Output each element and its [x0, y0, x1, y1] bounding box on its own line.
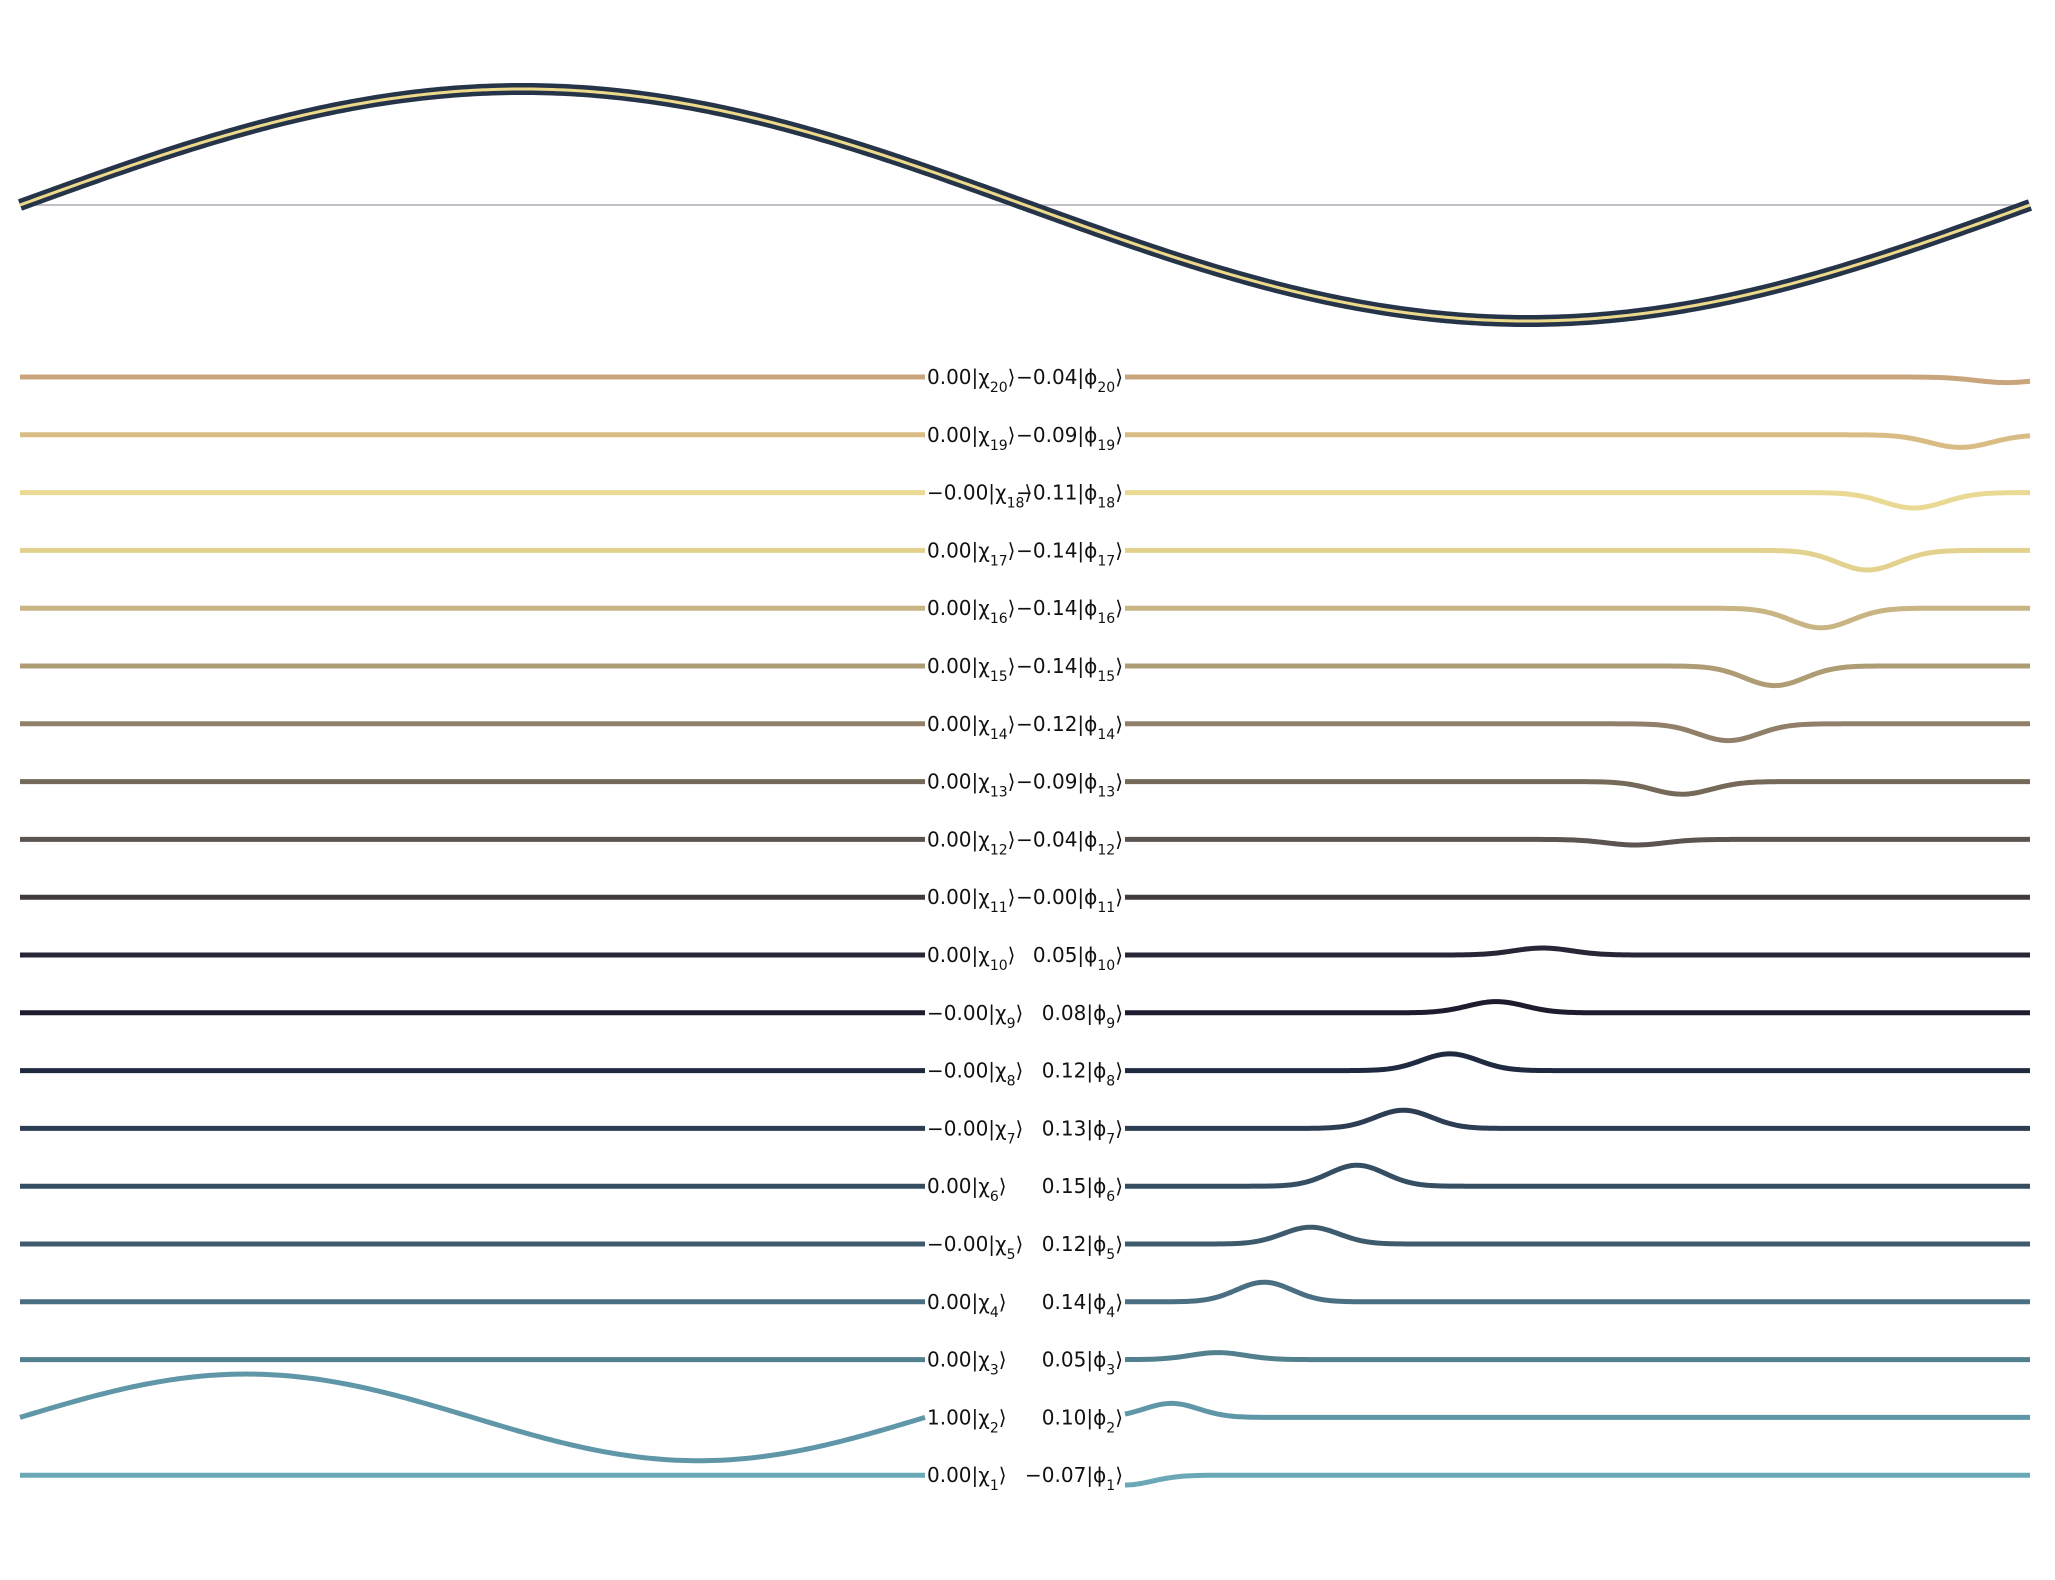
basis-row-20: 0.00|χ20⟩ −0.04|ϕ20⟩ — [20, 365, 2031, 396]
phi-line-7 — [1125, 1107, 2030, 1131]
basis-row-12: 0.00|χ12⟩ −0.04|ϕ12⟩ — [20, 827, 2030, 858]
phi-label-8: 0.12|ϕ8⟩ — [1042, 1059, 1123, 1090]
phi-label-14: −0.12|ϕ14⟩ — [1016, 712, 1123, 743]
basis-row-14: 0.00|χ14⟩ −0.12|ϕ14⟩ — [20, 712, 2030, 744]
phi-line-9 — [1125, 999, 2030, 1016]
phi-label-7: 0.13|ϕ7⟩ — [1042, 1116, 1123, 1147]
basis-row-17: 0.00|χ17⟩ −0.14|ϕ17⟩ — [20, 538, 2030, 573]
basis-row-5: −0.00|χ5⟩ 0.12|ϕ5⟩ — [20, 1224, 2030, 1263]
phi-label-9: 0.08|ϕ9⟩ — [1042, 1001, 1123, 1032]
phi-line-12 — [1125, 836, 2030, 848]
chi-label-15: 0.00|χ15⟩ — [927, 654, 1015, 685]
phi-label-17: −0.14|ϕ17⟩ — [1016, 538, 1123, 569]
chi-line-2 — [19, 1371, 926, 1464]
phi-line-5 — [1125, 1224, 2030, 1247]
basis-rows: 0.00|χ20⟩ −0.04|ϕ20⟩0.00|χ19⟩ −0.09|ϕ19⟩−0… — [19, 365, 2031, 1494]
basis-row-10: 0.00|χ10⟩ 0.05|ϕ10⟩ — [20, 943, 2030, 974]
chi-label-13: 0.00|χ13⟩ — [927, 770, 1015, 801]
basis-row-3: 0.00|χ3⟩ 0.05|ϕ3⟩ — [20, 1348, 2030, 1379]
chi-label-20: 0.00|χ20⟩ — [927, 365, 1015, 396]
phi-label-15: −0.14|ϕ15⟩ — [1016, 654, 1123, 685]
phi-label-18: −0.11|ϕ18⟩ — [1016, 481, 1123, 512]
phi-line-15 — [1125, 663, 2030, 689]
phi-label-12: −0.04|ϕ12⟩ — [1016, 827, 1123, 858]
phi-line-14 — [1125, 721, 2030, 744]
phi-line-2 — [1124, 1400, 2030, 1420]
basis-row-16: 0.00|χ16⟩ −0.14|ϕ16⟩ — [20, 596, 2030, 631]
chi-label-11: 0.00|χ11⟩ — [927, 885, 1015, 916]
phi-label-5: 0.12|ϕ5⟩ — [1042, 1232, 1123, 1263]
phi-line-13 — [1125, 779, 2030, 797]
basis-row-9: −0.00|χ9⟩ 0.08|ϕ9⟩ — [20, 999, 2030, 1032]
phi-label-11: −0.00|ϕ11⟩ — [1016, 885, 1123, 916]
phi-label-1: −0.07|ϕ1⟩ — [1025, 1463, 1123, 1494]
chi-label-1: 0.00|χ1⟩ — [927, 1463, 1007, 1494]
phi-line-6 — [1125, 1162, 2030, 1189]
chi-label-14: 0.00|χ14⟩ — [927, 712, 1015, 743]
chi-label-8: −0.00|χ8⟩ — [927, 1059, 1023, 1090]
phi-line-4 — [1125, 1279, 2030, 1305]
basis-row-7: −0.00|χ7⟩ 0.13|ϕ7⟩ — [20, 1107, 2030, 1147]
phi-line-1 — [1124, 1472, 2030, 1488]
phi-label-4: 0.14|ϕ4⟩ — [1042, 1290, 1123, 1321]
chi-label-10: 0.00|χ10⟩ — [927, 943, 1015, 974]
basis-row-15: 0.00|χ15⟩ −0.14|ϕ15⟩ — [20, 654, 2030, 689]
chi-label-9: −0.00|χ9⟩ — [927, 1001, 1023, 1032]
phi-line-8 — [1125, 1051, 2030, 1074]
chi-label-7: −0.00|χ7⟩ — [927, 1116, 1023, 1147]
chi-label-4: 0.00|χ4⟩ — [927, 1290, 1007, 1321]
phi-line-20 — [1125, 374, 2031, 386]
basis-row-18: −0.00|χ18⟩−0.11|ϕ18⟩ — [20, 481, 2031, 512]
phi-label-20: −0.04|ϕ20⟩ — [1016, 365, 1123, 396]
basis-row-11: 0.00|χ11⟩ −0.00|ϕ11⟩ — [20, 885, 2030, 916]
phi-line-18 — [1125, 490, 2031, 511]
phi-label-6: 0.15|ϕ6⟩ — [1042, 1174, 1123, 1205]
basis-row-6: 0.00|χ6⟩ 0.15|ϕ6⟩ — [20, 1162, 2030, 1205]
chi-label-2: 1.00|χ2⟩ — [927, 1405, 1007, 1436]
phi-label-13: −0.09|ϕ13⟩ — [1016, 770, 1123, 801]
basis-row-2: 1.00|χ2⟩ 0.10|ϕ2⟩ — [19, 1371, 2030, 1464]
phi-line-3 — [1124, 1350, 2030, 1363]
chi-label-6: 0.00|χ6⟩ — [927, 1174, 1007, 1205]
chi-label-18: −0.00|χ18⟩ — [927, 481, 1032, 512]
top-wave — [17, 83, 2033, 327]
chi-label-5: −0.00|χ5⟩ — [927, 1232, 1023, 1263]
basis-row-1: 0.00|χ1⟩ −0.07|ϕ1⟩ — [20, 1463, 2030, 1494]
phi-line-19 — [1125, 432, 2031, 450]
phi-label-16: −0.14|ϕ16⟩ — [1016, 596, 1123, 627]
chi-label-12: 0.00|χ12⟩ — [927, 827, 1015, 858]
phi-label-19: −0.09|ϕ19⟩ — [1016, 423, 1123, 454]
phi-line-10 — [1125, 945, 2030, 958]
phi-line-16 — [1125, 605, 2030, 631]
chi-label-3: 0.00|χ3⟩ — [927, 1348, 1007, 1379]
phi-label-10: 0.05|ϕ10⟩ — [1033, 943, 1123, 974]
chi-label-17: 0.00|χ17⟩ — [927, 538, 1015, 569]
phi-label-2: 0.10|ϕ2⟩ — [1042, 1405, 1123, 1436]
basis-row-4: 0.00|χ4⟩ 0.14|ϕ4⟩ — [20, 1279, 2030, 1321]
phi-line-17 — [1125, 547, 2030, 573]
basis-row-13: 0.00|χ13⟩ −0.09|ϕ13⟩ — [20, 770, 2030, 801]
chi-label-19: 0.00|χ19⟩ — [927, 423, 1015, 454]
phi-label-3: 0.05|ϕ3⟩ — [1042, 1348, 1123, 1379]
chi-label-16: 0.00|χ16⟩ — [927, 596, 1015, 627]
top-wave-inner-line — [19, 87, 2031, 323]
basis-row-19: 0.00|χ19⟩ −0.09|ϕ19⟩ — [20, 423, 2031, 454]
basis-row-8: −0.00|χ8⟩ 0.12|ϕ8⟩ — [20, 1051, 2030, 1090]
